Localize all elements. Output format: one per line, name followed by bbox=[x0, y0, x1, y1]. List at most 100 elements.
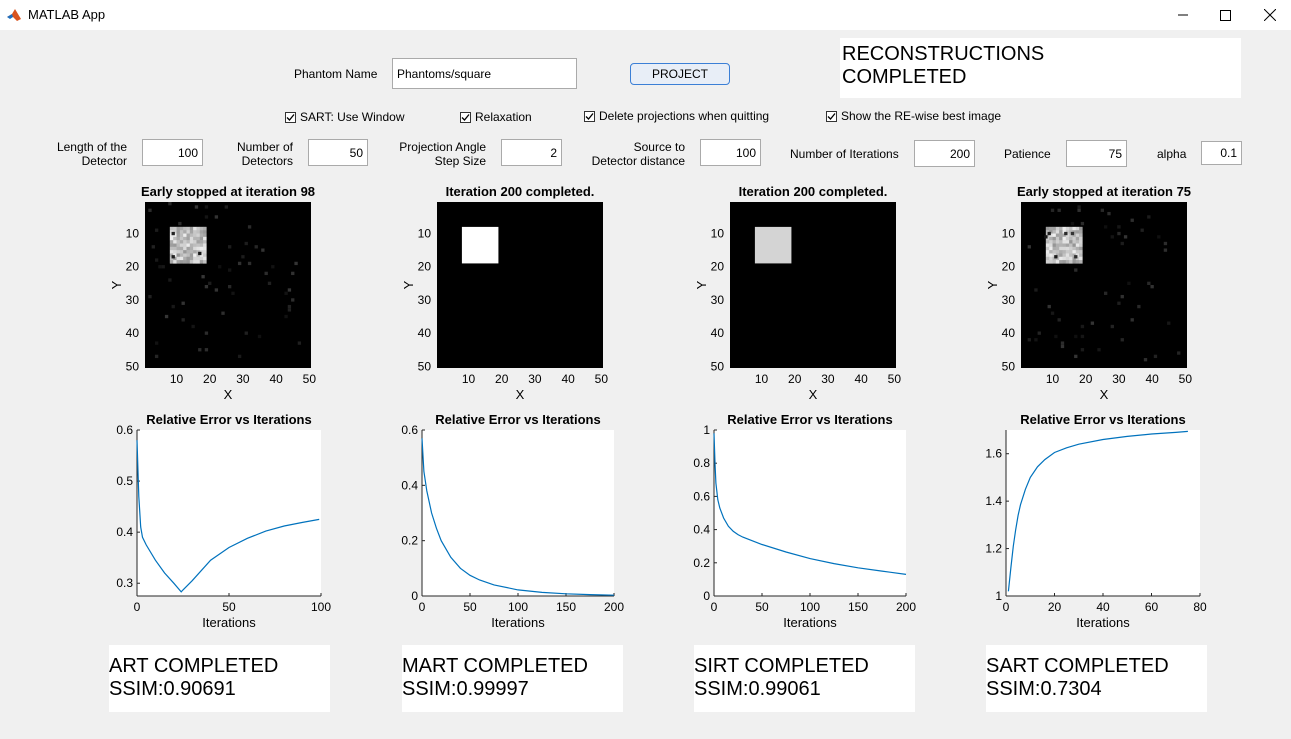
sart-result-box: SART COMPLETED SSIM:0.7304 bbox=[986, 645, 1207, 712]
label-line: Source to bbox=[633, 140, 685, 154]
checkmark-icon bbox=[460, 111, 471, 123]
image-pixel bbox=[186, 230, 191, 234]
image-pixel bbox=[1045, 236, 1050, 241]
image-pixel bbox=[1059, 246, 1063, 251]
image-pixel bbox=[1059, 250, 1063, 254]
image-pixel bbox=[1072, 260, 1076, 264]
image-pixel bbox=[199, 260, 204, 264]
delete-projections-checkbox[interactable]: Delete projections when quitting bbox=[584, 109, 769, 123]
image-pixel bbox=[176, 243, 181, 248]
number-of-iterations-input[interactable]: 200 bbox=[914, 140, 975, 167]
image-pixel bbox=[1034, 288, 1038, 292]
image-pixel bbox=[203, 253, 207, 257]
image-pixel bbox=[196, 246, 200, 251]
y-tick-label: 10 bbox=[126, 227, 140, 241]
image-pixel bbox=[1045, 233, 1050, 238]
image-pixel bbox=[1077, 205, 1081, 209]
image-pixel bbox=[1157, 235, 1161, 239]
image-pixel bbox=[179, 246, 184, 251]
error-series-line bbox=[136, 440, 320, 593]
sart-use-window-checkbox[interactable]: SART: Use Window bbox=[285, 110, 404, 124]
image-pixel bbox=[1072, 250, 1076, 254]
image-pixel bbox=[1079, 260, 1083, 264]
y-axis-label: Y bbox=[401, 280, 416, 289]
x-tick-label: 20 bbox=[1048, 600, 1062, 614]
projection-angle-step-label: Projection Angle Step Size bbox=[386, 140, 486, 168]
y-tick-label: 30 bbox=[1002, 293, 1016, 307]
image-pixel bbox=[186, 233, 191, 238]
detector-length-input[interactable]: 100 bbox=[142, 139, 203, 166]
x-tick-label: 200 bbox=[896, 600, 916, 614]
image-pixel bbox=[1070, 221, 1075, 226]
x-axis-label: X bbox=[516, 387, 525, 402]
image-pixel bbox=[261, 248, 265, 252]
image-pixel bbox=[189, 236, 194, 241]
image-pixel bbox=[173, 240, 177, 244]
x-tick-label: 60 bbox=[1145, 600, 1159, 614]
image-pixel bbox=[1052, 233, 1057, 238]
checkbox-label: Show the RE-wise best image bbox=[841, 109, 1002, 123]
image-pixel bbox=[196, 253, 200, 257]
image-pixel bbox=[179, 240, 184, 244]
phantom-name-input[interactable]: Phantoms/square bbox=[392, 58, 577, 89]
x-tick-label: 150 bbox=[556, 600, 576, 614]
image-pixel bbox=[1072, 246, 1076, 251]
y-tick-label: 40 bbox=[711, 326, 725, 340]
image-pixel bbox=[193, 246, 197, 251]
number-of-detectors-input[interactable]: 50 bbox=[308, 139, 368, 166]
projection-angle-step-input[interactable]: 2 bbox=[501, 139, 562, 166]
maximize-button[interactable] bbox=[1202, 0, 1248, 30]
image-pixel bbox=[148, 294, 152, 299]
image-pixel bbox=[1177, 351, 1181, 355]
image-pixel bbox=[1163, 248, 1168, 252]
alpha-input[interactable]: 0.1 bbox=[1201, 141, 1242, 165]
image-pixel bbox=[176, 236, 181, 241]
image-pixel bbox=[1117, 225, 1121, 229]
image-pixel bbox=[154, 354, 159, 359]
image-pixel bbox=[189, 250, 194, 254]
y-tick-label: 1.6 bbox=[985, 447, 1002, 461]
y-tick-label: 0.8 bbox=[693, 456, 710, 470]
image-pixel bbox=[1117, 301, 1121, 305]
y-tick-label: 50 bbox=[418, 359, 432, 373]
image-pixel bbox=[189, 240, 194, 244]
y-tick-label: 0.2 bbox=[401, 534, 418, 548]
image-pixel bbox=[1079, 256, 1083, 261]
image-pixel bbox=[237, 261, 242, 266]
image-pixel bbox=[1055, 236, 1060, 241]
image-pixel bbox=[1079, 240, 1083, 244]
image-pixel bbox=[186, 240, 191, 244]
patience-input[interactable]: 75 bbox=[1066, 140, 1127, 167]
image-pixel bbox=[1052, 260, 1057, 264]
image-pixel bbox=[186, 246, 191, 251]
x-axis-label: Iterations bbox=[1076, 615, 1130, 630]
image-pixel bbox=[186, 256, 191, 261]
image-pixel bbox=[173, 253, 177, 257]
relaxation-checkbox[interactable]: Relaxation bbox=[460, 110, 532, 124]
image-pixel bbox=[254, 245, 258, 249]
image-pixel bbox=[1117, 231, 1121, 236]
image-pixel bbox=[1072, 230, 1076, 234]
image-pixel bbox=[1052, 236, 1057, 241]
close-button[interactable] bbox=[1247, 0, 1291, 30]
image-pixel bbox=[1054, 334, 1058, 339]
show-best-image-checkbox[interactable]: Show the RE-wise best image bbox=[826, 109, 1001, 123]
image-pixel bbox=[193, 233, 197, 238]
image-pixel bbox=[176, 226, 181, 231]
image-pixel bbox=[203, 260, 207, 264]
minimize-button[interactable] bbox=[1160, 0, 1206, 30]
y-tick-label: 0 bbox=[411, 589, 418, 603]
x-tick-label: 0 bbox=[1003, 600, 1010, 614]
y-tick-label: 1.2 bbox=[985, 542, 1002, 556]
x-tick-label: 20 bbox=[203, 372, 217, 386]
project-button[interactable]: PROJECT bbox=[630, 63, 730, 85]
chart-title: Relative Error vs Iterations bbox=[435, 412, 600, 427]
image-pixel bbox=[1055, 230, 1060, 234]
x-tick-label: 30 bbox=[236, 372, 250, 386]
image-pixel bbox=[294, 261, 298, 266]
relative-error-chart: Relative Error vs Iterations 0 20 40 60 80 1 1.… bbox=[985, 412, 1207, 630]
image-pixel bbox=[287, 304, 292, 309]
y-tick-label: 10 bbox=[711, 227, 725, 241]
image-pixel bbox=[1074, 334, 1078, 339]
source-detector-distance-input[interactable]: 100 bbox=[700, 139, 761, 166]
